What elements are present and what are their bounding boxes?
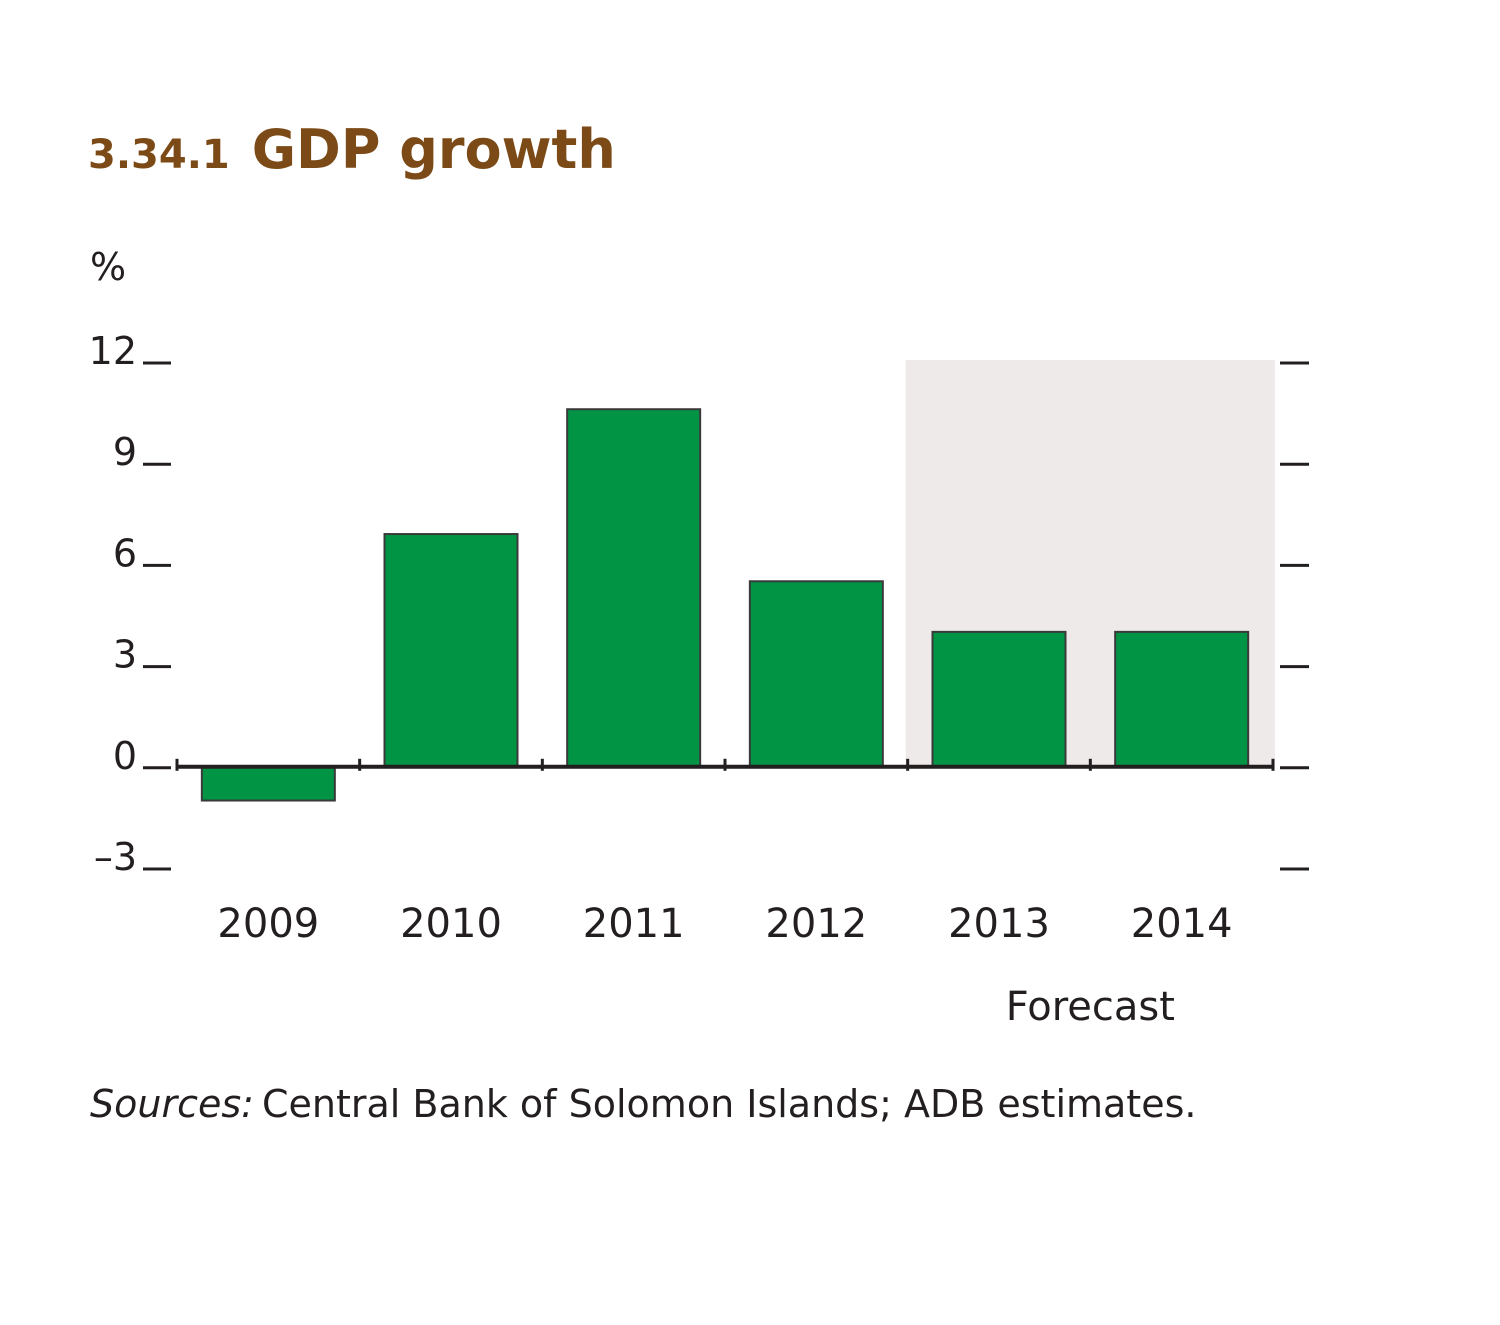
source-note: Sources: Central Bank of Solomon Islands;… — [90, 1082, 1196, 1126]
y-tick-label: 9 — [113, 430, 137, 474]
source-label: Sources: — [90, 1082, 254, 1126]
source-text: Central Bank of Solomon Islands; ADB est… — [261, 1082, 1197, 1126]
figure-number: 3.34.1 — [88, 132, 230, 178]
title-text: GDP growth — [251, 118, 616, 181]
y-tick-label: 0 — [113, 734, 137, 778]
forecast-label: Forecast — [1006, 984, 1175, 1030]
y-axis-label: % — [90, 245, 126, 289]
bar-2011 — [566, 408, 702, 768]
bar-2009 — [200, 765, 336, 802]
x-tick-label: 2014 — [1131, 901, 1233, 947]
y-tick-label: –3 — [94, 835, 137, 879]
x-tick-label: 2010 — [400, 901, 502, 947]
chart-title: 3.34.1 GDP growth — [88, 118, 616, 181]
y-tick-label: 6 — [113, 531, 137, 575]
bar-2010 — [383, 533, 519, 768]
y-tick-label: 3 — [113, 633, 137, 677]
x-tick-label: 2013 — [948, 901, 1050, 947]
bar-2012 — [748, 580, 884, 768]
bar-2013 — [931, 630, 1067, 768]
y-tick-label: 12 — [89, 329, 137, 373]
x-tick-label: 2012 — [765, 901, 867, 947]
x-tick-label: 2011 — [583, 901, 685, 947]
bar-2014 — [1114, 630, 1250, 768]
x-tick-label: 2009 — [217, 901, 319, 947]
